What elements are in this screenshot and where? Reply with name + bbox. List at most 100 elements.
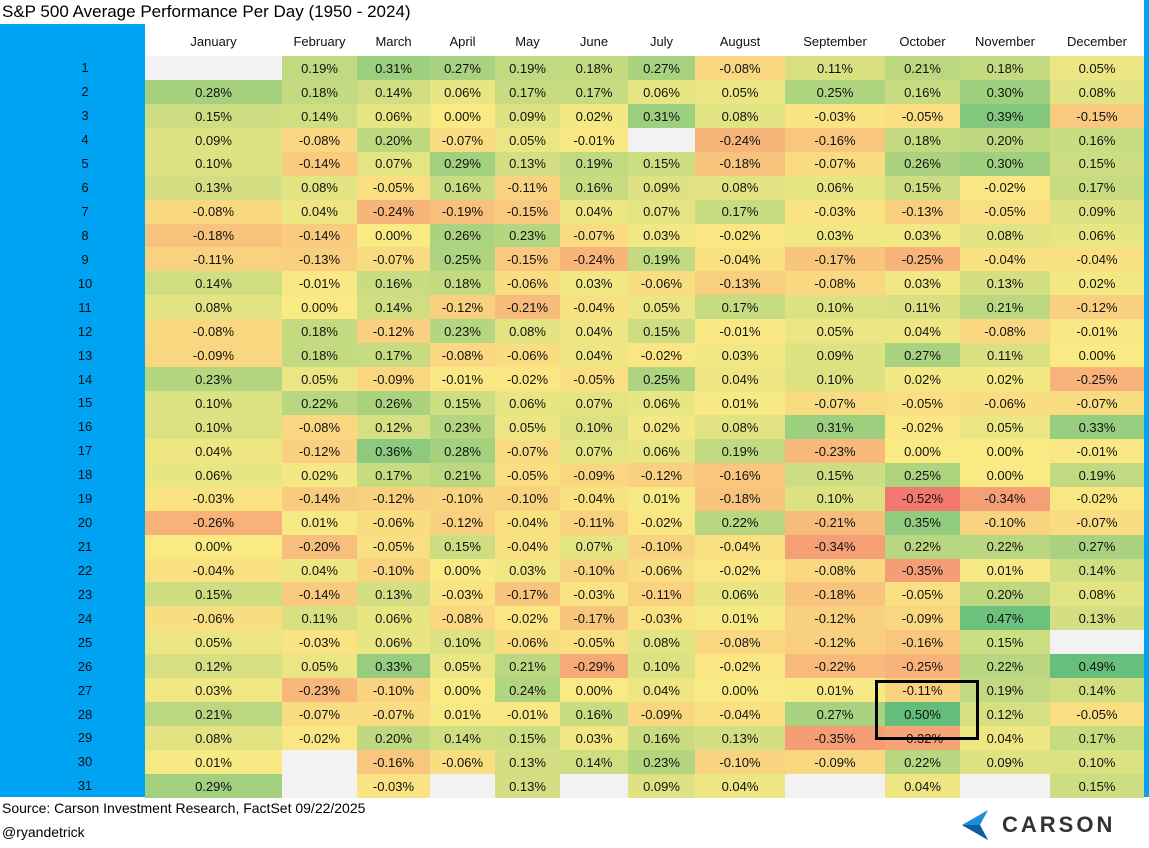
value-cell: -0.23%: [785, 438, 885, 464]
day-label: 23: [77, 586, 93, 602]
column-header: March: [375, 34, 412, 49]
value-cell: 0.07%: [560, 438, 628, 464]
value-cell: 0.02%: [282, 462, 357, 488]
day-label: 22: [77, 562, 93, 578]
value-cell: 0.10%: [785, 367, 885, 392]
value-cell: -0.20%: [282, 534, 357, 560]
value-cell: 0.18%: [282, 79, 357, 105]
column-header: December: [1067, 34, 1127, 49]
value-cell: 0.04%: [885, 319, 960, 344]
value-cell: -0.25%: [885, 654, 960, 679]
value-cell: 0.09%: [495, 103, 560, 129]
value-cell: -0.14%: [282, 582, 357, 607]
value-cell: -0.01%: [430, 367, 495, 392]
value-cell: 0.02%: [628, 414, 695, 440]
value-cell: -0.08%: [145, 199, 282, 225]
value-cell: 0.50%: [885, 702, 960, 727]
value-cell: -0.02%: [695, 654, 785, 679]
value-cell: 0.01%: [785, 678, 885, 703]
value-cell: 0.04%: [628, 678, 695, 703]
day-label: 17: [77, 443, 93, 459]
value-cell: 0.10%: [785, 295, 885, 320]
value-cell: 0.07%: [628, 199, 695, 225]
value-cell: 0.06%: [357, 103, 430, 129]
value-cell: 0.23%: [628, 749, 695, 775]
value-cell: 0.00%: [430, 678, 495, 703]
logo-mark: [962, 810, 988, 840]
value-cell: -0.01%: [695, 319, 785, 344]
value-cell: 0.25%: [430, 247, 495, 272]
day-label: 9: [81, 251, 89, 267]
value-cell: -0.04%: [560, 486, 628, 512]
value-cell: -0.02%: [495, 367, 560, 392]
value-cell: 0.09%: [628, 773, 695, 799]
logo-text: CARSON: [1002, 812, 1116, 837]
value-cell: 0.06%: [1050, 223, 1144, 249]
empty-cell: [430, 773, 495, 799]
value-cell: -0.25%: [885, 247, 960, 272]
value-cell: 0.26%: [885, 151, 960, 177]
value-cell: 0.14%: [560, 749, 628, 775]
value-cell: 0.05%: [960, 414, 1050, 440]
value-cell: 0.17%: [560, 79, 628, 105]
value-cell: -0.09%: [560, 462, 628, 488]
value-cell: 0.33%: [357, 654, 430, 679]
value-cell: -0.02%: [960, 175, 1050, 201]
value-cell: 0.14%: [145, 271, 282, 296]
value-cell: 0.12%: [960, 702, 1050, 727]
value-cell: -0.06%: [495, 343, 560, 368]
value-cell: 0.11%: [885, 295, 960, 320]
value-cell: 0.10%: [430, 630, 495, 655]
value-cell: -0.04%: [695, 702, 785, 727]
value-cell: 0.15%: [785, 462, 885, 488]
value-cell: -0.05%: [885, 103, 960, 129]
value-cell: 0.04%: [282, 558, 357, 584]
value-cell: 0.23%: [495, 223, 560, 249]
value-cell: -0.14%: [282, 223, 357, 249]
value-cell: 0.13%: [495, 151, 560, 177]
value-cell: 0.16%: [885, 79, 960, 105]
value-cell: -0.05%: [357, 534, 430, 560]
value-cell: -0.11%: [628, 582, 695, 607]
highlight-box: [875, 680, 979, 740]
value-cell: 0.10%: [145, 414, 282, 440]
value-cell: 0.08%: [495, 319, 560, 344]
empty-cell: [145, 56, 282, 81]
value-cell: -0.04%: [495, 534, 560, 560]
value-cell: 0.03%: [885, 271, 960, 296]
value-cell: -0.06%: [430, 749, 495, 775]
empty-cell: [282, 749, 357, 775]
value-cell: 0.18%: [960, 56, 1050, 81]
value-cell: 0.22%: [960, 534, 1050, 560]
value-cell: 0.09%: [628, 175, 695, 201]
value-cell: -0.13%: [695, 271, 785, 296]
value-cell: 0.03%: [695, 343, 785, 368]
day-label: 3: [81, 108, 89, 124]
value-cell: 0.21%: [960, 295, 1050, 320]
value-cell: 0.12%: [145, 654, 282, 679]
value-cell: -0.02%: [495, 606, 560, 631]
value-cell: 0.05%: [430, 654, 495, 679]
value-cell: 0.33%: [1050, 414, 1144, 440]
value-cell: -0.04%: [695, 534, 785, 560]
value-cell: 0.10%: [785, 486, 885, 512]
value-cell: -0.07%: [1050, 391, 1144, 416]
value-cell: 0.01%: [430, 702, 495, 727]
value-cell: -0.02%: [695, 223, 785, 249]
day-label: 18: [77, 467, 93, 483]
value-cell: -0.02%: [1050, 486, 1144, 512]
value-cell: 0.17%: [695, 199, 785, 225]
value-cell: 0.06%: [695, 582, 785, 607]
value-cell: 0.20%: [960, 127, 1050, 153]
day-label: 15: [77, 395, 93, 411]
value-cell: -0.07%: [357, 702, 430, 727]
source: Source: Carson Investment Research, Fact…: [2, 800, 366, 816]
day-label: 25: [77, 634, 93, 650]
value-cell: -0.07%: [495, 438, 560, 464]
column-header: October: [899, 34, 946, 49]
value-cell: 0.15%: [145, 103, 282, 129]
day-label: 28: [77, 706, 93, 722]
value-cell: 0.03%: [495, 558, 560, 584]
value-cell: 0.06%: [628, 391, 695, 416]
value-cell: -0.10%: [495, 486, 560, 512]
